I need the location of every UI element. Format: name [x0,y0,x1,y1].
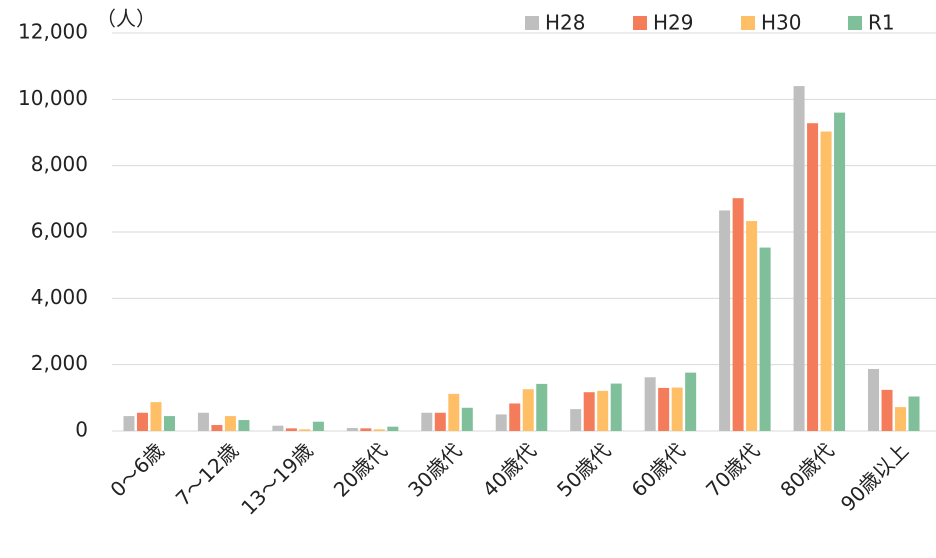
legend-label: H28 [545,11,586,35]
bar [793,86,805,432]
bar [211,425,223,431]
bar [299,429,311,431]
x-tick-label: 0～6歳 [105,438,168,501]
bar [597,390,609,431]
bar [421,412,433,431]
x-tick-label: 7～12歳 [171,438,243,510]
bar [685,372,697,431]
legend-label: H30 [761,11,802,35]
y-tick-label: 2,000 [31,351,88,375]
bar [658,387,670,431]
bar [448,393,460,431]
bar [387,426,399,431]
bar [644,377,656,431]
y-tick-label: 12,000 [18,20,88,44]
legend-label: H29 [653,11,694,35]
bar [536,383,548,431]
bar [312,421,324,431]
unit-label: （人） [96,7,156,31]
bar [671,387,683,431]
bar [746,221,758,431]
bar [570,409,582,431]
y-tick-label: 10,000 [18,86,88,110]
x-tick-label: 50歳代 [552,438,615,501]
bar [719,210,731,431]
bar [495,414,507,431]
legend-swatch [525,16,539,30]
bar [224,416,236,431]
x-tick-label: 20歳代 [329,438,392,501]
x-tick-label: 70歳代 [701,438,764,501]
x-tick-label: 90歳以上 [836,438,913,515]
bar [759,247,771,431]
bar [610,383,622,431]
bar [807,123,819,432]
legend-swatch [848,16,862,30]
x-tick-label: 30歳代 [403,438,466,501]
y-tick-label: 8,000 [31,152,88,176]
y-tick-label: 4,000 [31,285,88,309]
x-tick-label: 80歳代 [775,438,838,501]
bar [285,428,297,431]
bar [163,416,175,431]
x-tick-label: 60歳代 [627,438,690,501]
bar [908,396,920,431]
bar [461,407,473,431]
legend-swatch [741,16,755,30]
y-tick-label: 0 [75,418,88,442]
bar [123,416,135,431]
bar [136,412,148,431]
bar [881,389,893,431]
bar [360,428,372,431]
x-tick-label: 13～19歳 [236,438,317,519]
bar [150,402,162,431]
bar [834,112,846,431]
bar [434,412,446,431]
bar [895,407,907,431]
y-tick-label: 6,000 [31,219,88,243]
x-tick-label: 40歳代 [478,438,541,501]
bar [868,368,880,431]
bar [522,389,534,431]
bar [238,420,250,431]
bar [820,131,832,431]
bar [732,198,744,431]
bar [509,403,521,431]
bar [197,412,209,431]
bar [272,425,284,431]
legend-label: R1 [868,11,895,35]
legend-swatch [633,16,647,30]
bar [346,428,358,431]
bar [373,429,385,431]
bar [583,392,595,431]
